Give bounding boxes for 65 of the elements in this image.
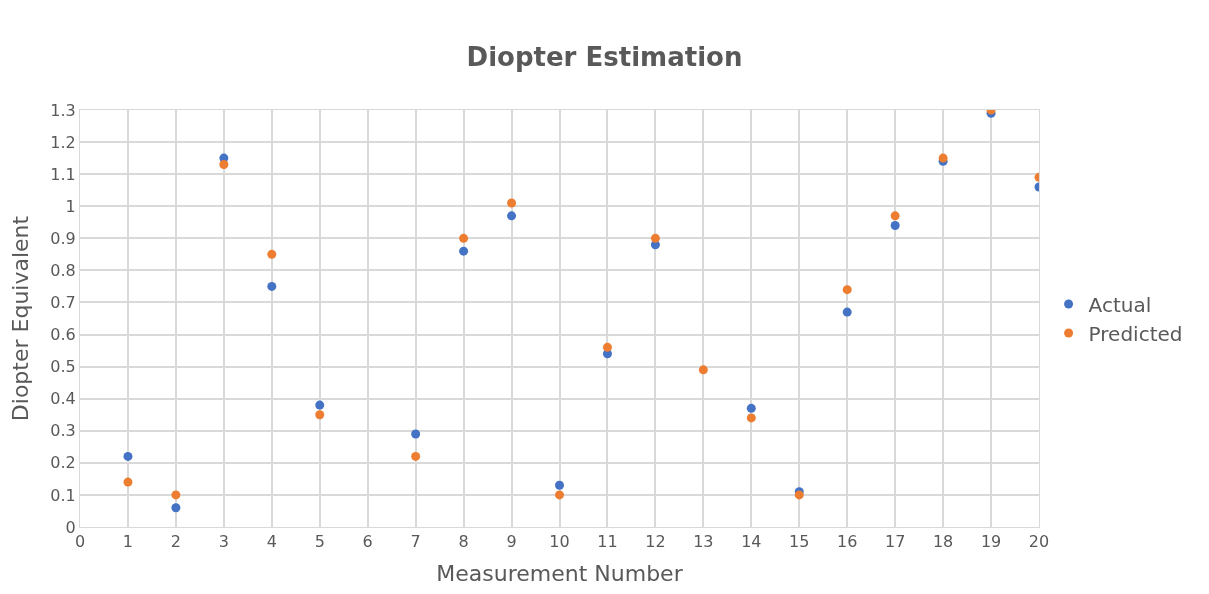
y-tick-label: 0.1 <box>50 485 76 505</box>
point <box>267 281 277 291</box>
point <box>219 160 229 170</box>
legend-label: Actual <box>1088 292 1152 317</box>
point <box>315 410 325 420</box>
point <box>890 220 900 230</box>
x-tick-label: 3 <box>218 532 229 552</box>
point <box>123 477 133 487</box>
point <box>698 365 708 375</box>
legend-label: Predicted <box>1088 321 1183 346</box>
x-tick-label: 4 <box>266 532 277 552</box>
chart-title: Diopter Estimation <box>466 41 743 72</box>
y-tick-label: 0.8 <box>50 260 76 280</box>
point <box>555 490 564 500</box>
y-tick-label: 0 <box>65 517 76 537</box>
x-tick-label: 19 <box>980 532 1002 552</box>
point <box>507 198 517 208</box>
x-tick-label: 5 <box>314 532 325 552</box>
point <box>315 400 325 410</box>
point <box>746 413 756 423</box>
point <box>459 246 469 256</box>
point <box>171 503 181 513</box>
y-tick-label: 0.6 <box>50 325 76 345</box>
point <box>842 307 852 317</box>
x-tick-label: 10 <box>549 532 570 552</box>
point <box>746 403 756 413</box>
point <box>267 249 277 259</box>
y-tick-label: 0.3 <box>50 421 76 441</box>
x-axis-title: Measurement Number <box>436 561 684 587</box>
x-tick-label: 14 <box>741 532 762 552</box>
y-tick-label: 1.1 <box>50 164 76 184</box>
y-tick-label: 1 <box>65 196 76 216</box>
y-tick-label: 1.2 <box>50 132 76 152</box>
x-tick-label: 8 <box>458 532 469 552</box>
point <box>507 211 517 221</box>
y-axis-title: Diopter Equivalent <box>8 215 34 422</box>
point <box>411 429 421 439</box>
y-tick-label: 0.4 <box>50 389 76 409</box>
y-tick-label: 0.9 <box>50 228 76 248</box>
point <box>123 451 133 461</box>
point <box>555 480 564 490</box>
x-tick-label: 1 <box>122 532 134 552</box>
x-tick-label: 18 <box>932 532 954 552</box>
x-tick-label: 9 <box>506 532 517 552</box>
x-tick-label: 11 <box>597 532 618 552</box>
x-tick-label: 12 <box>645 532 666 552</box>
x-tick-label: 15 <box>789 532 810 552</box>
x-tick-label: 7 <box>410 532 421 552</box>
x-tick-label: 2 <box>170 532 181 552</box>
y-tick-label: 0.7 <box>50 293 76 313</box>
point <box>650 233 660 243</box>
point <box>890 211 900 221</box>
y-tick-label: 1.3 <box>50 100 76 120</box>
point <box>171 490 181 500</box>
point <box>411 451 421 461</box>
x-tick-label: 13 <box>693 532 714 552</box>
y-tick-label: 0.2 <box>50 453 76 473</box>
point <box>602 342 612 352</box>
x-tick-label: 20 <box>1028 532 1050 552</box>
x-tick-label: 16 <box>837 532 858 552</box>
y-tick-label: 0.5 <box>50 357 76 377</box>
point <box>459 233 469 243</box>
point <box>842 285 852 295</box>
x-tick-label: 17 <box>884 532 906 552</box>
x-tick-label: 6 <box>362 532 373 552</box>
